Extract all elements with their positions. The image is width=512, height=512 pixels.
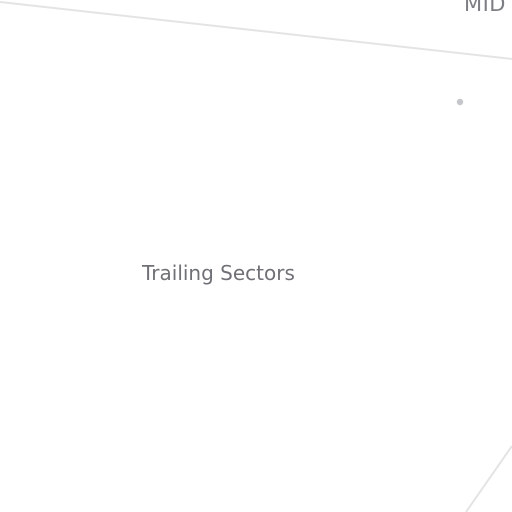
node-dot	[456, 98, 464, 106]
trailing-sectors-label: Trailing Sectors	[142, 261, 295, 285]
mid-label: MID	[464, 0, 506, 16]
top-boundary-line	[0, 1, 512, 60]
bottom-right-boundary-line	[465, 445, 512, 512]
